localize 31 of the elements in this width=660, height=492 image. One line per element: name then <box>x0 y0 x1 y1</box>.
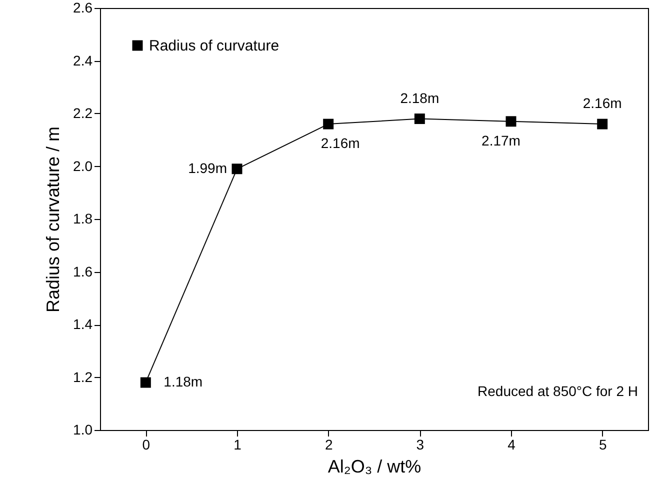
legend-label: Radius of curvature <box>149 38 280 54</box>
point <box>232 164 242 174</box>
y-tick-label: 1.0 <box>73 422 93 438</box>
annotation: Reduced at 850°C for 2 H <box>478 383 638 399</box>
x-axis-title: Al₂O₃ / wt% <box>328 456 422 476</box>
point <box>506 116 516 127</box>
data-label: 2.16m <box>320 135 360 152</box>
y-tick-label: 1.4 <box>73 316 93 332</box>
x-tick-label: 4 <box>508 436 516 452</box>
y-tick-label: 1.6 <box>73 263 93 280</box>
x-tick-label: 2 <box>324 436 333 452</box>
y-tick-label: 1.2 <box>73 368 93 385</box>
data-label: 2.16m <box>582 95 622 112</box>
x-tick-label: 3 <box>416 436 424 452</box>
y-tick-label: 1.8 <box>73 210 93 226</box>
x-tick-label: 0 <box>142 436 150 452</box>
x-tick-label: 5 <box>598 436 607 452</box>
x-tick-label: 1 <box>234 436 242 452</box>
data-label: 2.18m <box>400 90 440 106</box>
point <box>414 114 425 124</box>
data-label: 1.18m <box>164 374 203 390</box>
y-tick-label: 2.0 <box>73 158 93 174</box>
y-tick-label: 2.2 <box>73 105 93 121</box>
point <box>140 377 151 388</box>
point <box>323 118 334 130</box>
y-axis-title: Radius of curvature / m <box>43 126 64 313</box>
data-label: 1.99m <box>188 160 227 176</box>
y-tick-label: 2.6 <box>73 0 93 16</box>
point <box>597 118 608 130</box>
data-label: 2.17m <box>482 132 520 148</box>
y-tick-label: 2.4 <box>73 52 93 68</box>
